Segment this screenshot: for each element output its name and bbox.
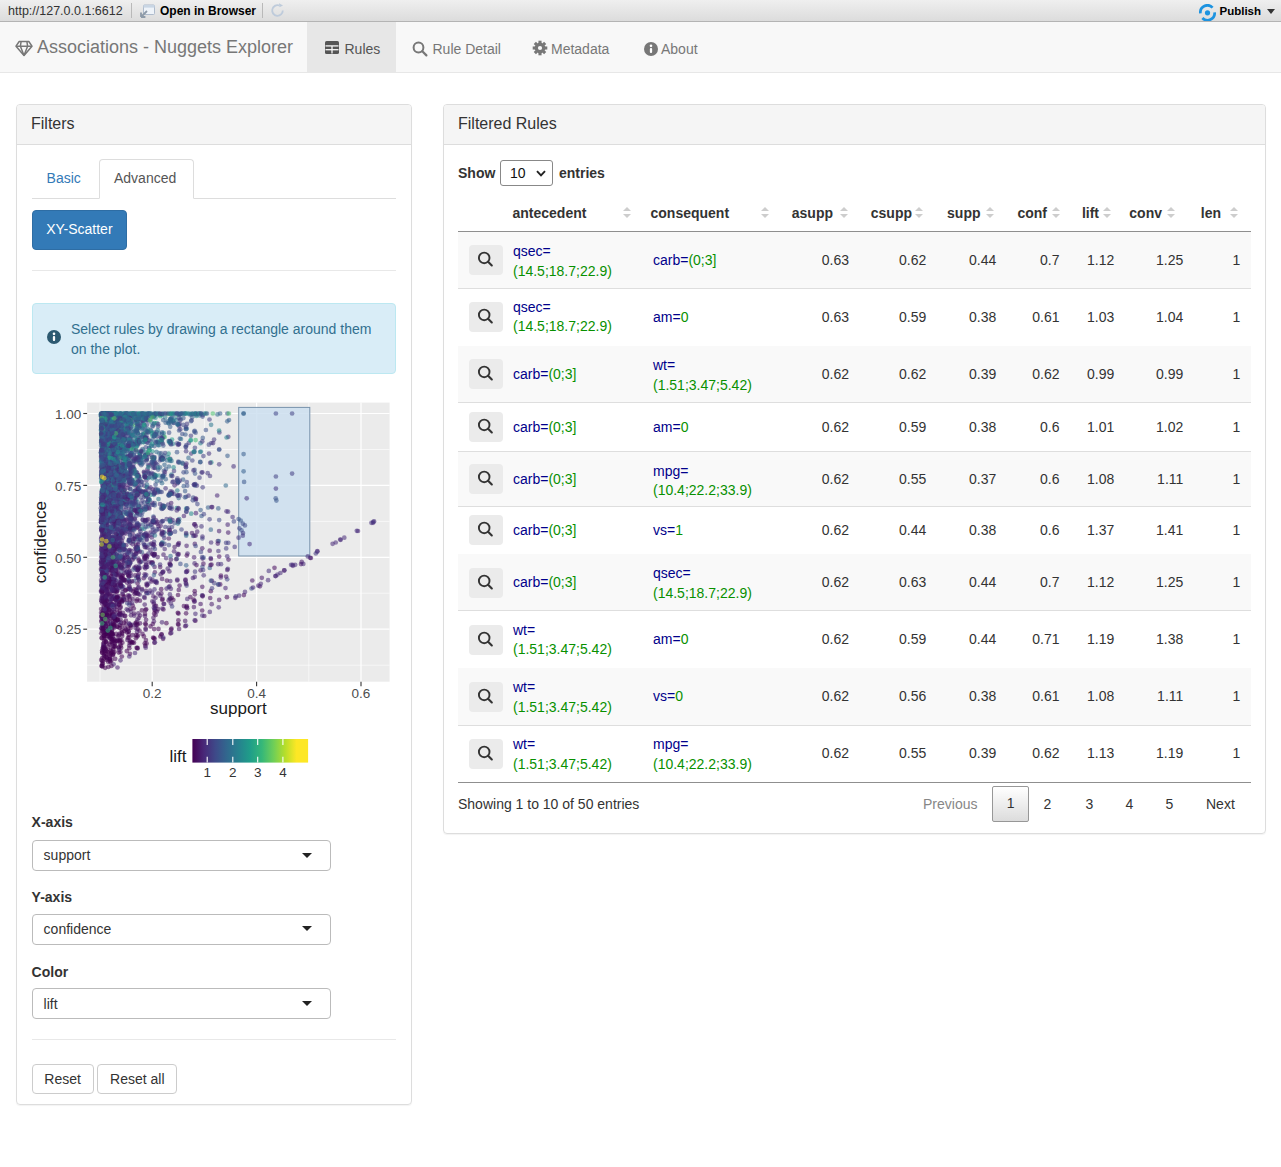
svg-text:confidence: confidence <box>31 501 50 583</box>
svg-text:support: support <box>210 699 267 718</box>
svg-text:0.50: 0.50 <box>55 551 81 566</box>
svg-text:1: 1 <box>203 765 211 780</box>
svg-text:3: 3 <box>254 765 262 780</box>
svg-text:0.2: 0.2 <box>143 686 162 701</box>
svg-text:4: 4 <box>279 765 287 780</box>
svg-text:1.00: 1.00 <box>55 407 81 422</box>
svg-text:2: 2 <box>229 765 237 780</box>
svg-text:0.6: 0.6 <box>352 686 371 701</box>
svg-text:0.75: 0.75 <box>55 479 81 494</box>
svg-text:0.25: 0.25 <box>55 622 81 637</box>
svg-text:lift: lift <box>169 747 186 766</box>
